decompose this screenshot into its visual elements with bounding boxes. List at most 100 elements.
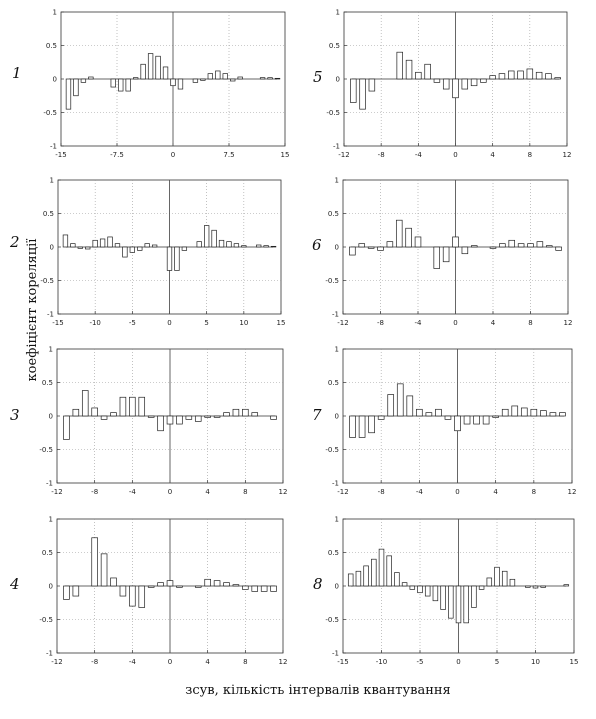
bar bbox=[535, 71, 543, 80]
bar bbox=[555, 246, 562, 251]
bar bbox=[478, 585, 485, 590]
x-tick-label: -15 bbox=[337, 658, 348, 666]
bar bbox=[242, 585, 249, 590]
bar bbox=[166, 246, 173, 271]
bar bbox=[525, 585, 531, 588]
bar bbox=[110, 412, 117, 417]
panel-number-label: 7 bbox=[312, 406, 322, 424]
y-tick-label: 0 bbox=[335, 413, 339, 421]
y-axis-label: коефіцієнт кореляції bbox=[25, 238, 40, 382]
bar bbox=[270, 585, 277, 592]
x-tick-label: 8 bbox=[532, 488, 536, 496]
bar bbox=[91, 407, 98, 417]
y-tick-label: 0.5 bbox=[46, 42, 57, 50]
bar bbox=[517, 70, 524, 80]
bar bbox=[100, 415, 108, 420]
y-tick-label: 0 bbox=[49, 583, 53, 591]
x-tick-label: 0 bbox=[455, 488, 459, 496]
bar bbox=[396, 51, 403, 80]
bar bbox=[200, 78, 206, 81]
bar bbox=[536, 241, 544, 248]
bar bbox=[157, 415, 164, 432]
bar bbox=[129, 585, 136, 607]
bar bbox=[471, 585, 477, 608]
bar bbox=[461, 246, 469, 255]
bar bbox=[129, 246, 135, 253]
bar bbox=[461, 78, 469, 90]
bar bbox=[368, 78, 376, 92]
bar bbox=[349, 415, 356, 438]
bar bbox=[230, 78, 236, 82]
x-tick-label: 8 bbox=[528, 151, 532, 159]
x-tick-label: 0 bbox=[168, 658, 172, 666]
y-tick-label: -1 bbox=[46, 480, 53, 488]
bar bbox=[72, 408, 80, 417]
bar bbox=[540, 410, 547, 417]
x-tick-label: -4 bbox=[416, 488, 424, 496]
bar bbox=[144, 243, 150, 248]
bar bbox=[176, 585, 183, 588]
x-tick-label: -8 bbox=[91, 658, 98, 666]
bar bbox=[218, 239, 225, 248]
x-tick-label: 12 bbox=[568, 488, 577, 496]
bar bbox=[463, 415, 471, 425]
x-tick-label: -5 bbox=[417, 658, 424, 666]
x-tick-label: 15 bbox=[277, 319, 286, 327]
bar bbox=[442, 78, 450, 90]
bar bbox=[473, 415, 480, 425]
bar bbox=[492, 415, 499, 418]
bar bbox=[232, 408, 240, 417]
bar bbox=[489, 246, 497, 249]
x-tick-label: 12 bbox=[279, 658, 288, 666]
bar bbox=[417, 585, 423, 594]
bar bbox=[122, 246, 128, 258]
bar bbox=[263, 245, 269, 248]
bar bbox=[133, 77, 139, 80]
bar bbox=[85, 246, 91, 250]
bar bbox=[405, 227, 412, 248]
bar bbox=[62, 234, 69, 248]
x-tick-label: -4 bbox=[129, 488, 137, 496]
chart-panel-3: 1 0.5 0 -0.5 -1-12 -8 -4 0 4 8 12 3 bbox=[10, 346, 287, 497]
bar bbox=[386, 555, 392, 587]
bar bbox=[91, 537, 98, 587]
x-tick-label: -10 bbox=[89, 319, 100, 327]
chart-panel-7: 1 0.5 0 -0.5 -1-12 -8 -4 0 4 8 12 7 bbox=[312, 346, 576, 497]
y-tick-label: -0.5 bbox=[325, 277, 339, 285]
bar bbox=[140, 63, 146, 80]
bar bbox=[415, 71, 422, 80]
bar bbox=[162, 66, 169, 80]
bar bbox=[386, 241, 394, 248]
bar bbox=[414, 236, 422, 248]
bar bbox=[470, 78, 478, 87]
bar bbox=[92, 239, 98, 248]
x-axis-label: зсув, кількість інтервалів квантування bbox=[185, 683, 450, 698]
bar bbox=[223, 582, 230, 587]
bar bbox=[396, 383, 404, 417]
bar bbox=[65, 78, 72, 110]
bar bbox=[213, 415, 221, 418]
bar bbox=[194, 585, 202, 588]
bar bbox=[350, 78, 357, 103]
x-tick-label: 8 bbox=[243, 488, 247, 496]
x-tick-label: 0 bbox=[167, 319, 171, 327]
x-tick-label: 0 bbox=[456, 658, 460, 666]
y-tick-label: 0 bbox=[50, 244, 54, 252]
bar bbox=[270, 415, 277, 420]
bar bbox=[501, 570, 508, 587]
bar bbox=[232, 584, 240, 587]
bar bbox=[211, 229, 217, 248]
x-tick-label: 5 bbox=[204, 319, 208, 327]
y-tick-label: 0.5 bbox=[42, 379, 53, 387]
bar bbox=[259, 77, 266, 80]
x-tick-label: -8 bbox=[91, 488, 98, 496]
bar bbox=[371, 558, 377, 587]
x-tick-label: 0 bbox=[168, 488, 172, 496]
bar bbox=[530, 408, 538, 417]
y-tick-label: 0 bbox=[336, 76, 340, 84]
bar bbox=[63, 585, 70, 600]
x-tick-label: 4 bbox=[493, 488, 498, 496]
bar bbox=[424, 585, 431, 597]
x-tick-label: 0 bbox=[453, 319, 457, 327]
